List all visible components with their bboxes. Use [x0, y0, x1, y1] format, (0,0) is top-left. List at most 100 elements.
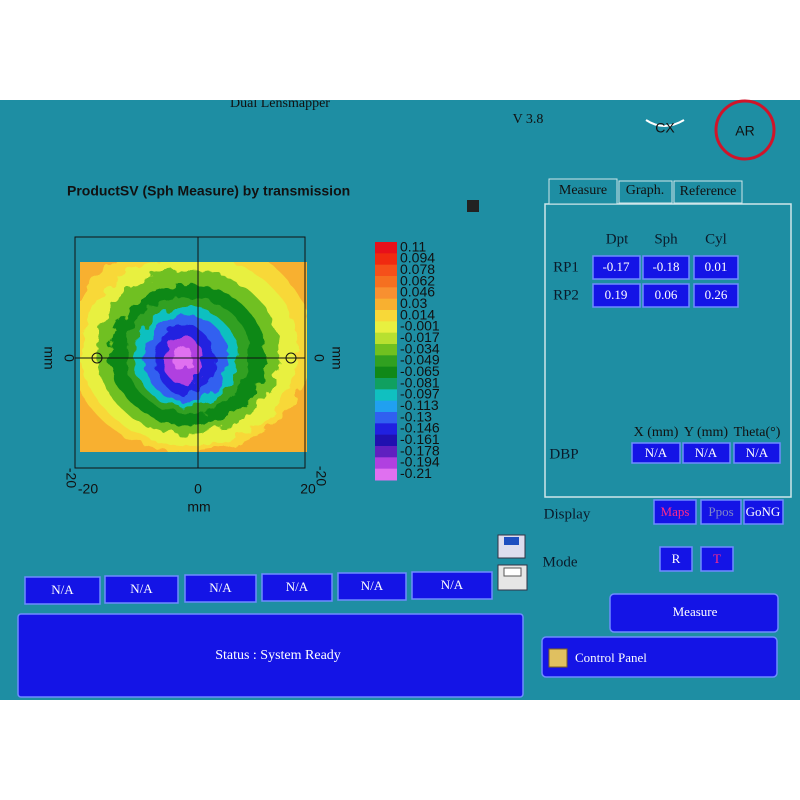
tab-label[interactable]: Measure	[559, 183, 607, 198]
scale-swatch	[375, 412, 397, 424]
lens-icon	[645, 119, 685, 127]
x-tick-label: -20	[78, 481, 98, 497]
button[interactable]	[700, 546, 734, 572]
result-cell	[411, 571, 493, 600]
result-cell	[184, 574, 257, 603]
result-value: N/A	[361, 578, 384, 593]
button-label[interactable]: T	[713, 551, 721, 566]
button[interactable]	[700, 499, 742, 525]
y-axis-label: mm	[41, 346, 57, 369]
result-cell	[24, 576, 101, 605]
value-cell	[693, 255, 739, 280]
scale-label: -0.194	[400, 454, 440, 470]
tab[interactable]	[673, 180, 743, 204]
scale-swatch	[375, 332, 397, 345]
value: N/A	[695, 445, 718, 460]
scale-swatch	[375, 276, 397, 288]
scale-swatch	[375, 310, 397, 322]
map-frame	[74, 236, 306, 469]
button-label[interactable]: R	[672, 551, 681, 566]
scale-swatch	[375, 434, 397, 447]
tab[interactable]	[618, 180, 673, 204]
save-icon-part	[504, 537, 519, 545]
heatmap	[80, 262, 307, 452]
button-label[interactable]: Control Panel	[575, 650, 647, 665]
scale-label: 0.014	[400, 306, 435, 322]
value: -0.17	[602, 259, 630, 274]
scale-swatch	[375, 457, 397, 470]
lens-label: CX	[655, 120, 675, 136]
button-label[interactable]: GoNG	[746, 504, 781, 519]
value-cell	[693, 283, 739, 308]
status-box	[17, 613, 524, 698]
control-panel-button[interactable]	[541, 636, 778, 678]
button-label[interactable]: Measure	[673, 604, 718, 619]
scale-label: -0.178	[400, 442, 440, 458]
row-label: RP1	[553, 259, 579, 275]
column-header: Dpt	[606, 231, 629, 247]
logo-ring	[714, 99, 776, 161]
scale-swatch	[375, 389, 397, 402]
value-cell	[631, 442, 681, 464]
x-tick-label: 0	[194, 481, 202, 497]
tab-label[interactable]: Graph.	[626, 183, 665, 198]
value-cell	[592, 255, 641, 280]
scale-swatch	[375, 264, 397, 277]
button[interactable]	[659, 546, 693, 572]
result-value: N/A	[441, 577, 464, 592]
measure-button[interactable]	[609, 593, 779, 633]
value: 0.06	[655, 287, 678, 302]
button[interactable]	[653, 499, 697, 525]
scale-label: -0.017	[400, 329, 440, 345]
scale-swatch	[375, 378, 397, 390]
result-value: N/A	[130, 581, 153, 596]
scale-swatch	[375, 321, 397, 334]
column-header: Cyl	[705, 231, 727, 247]
value: 0.26	[705, 287, 728, 302]
ref-point	[91, 352, 103, 364]
value-cell	[733, 442, 781, 464]
button[interactable]	[743, 499, 784, 525]
scale-label: -0.21	[400, 465, 432, 481]
value-cell	[682, 442, 731, 464]
color-scale: 0.110.0940.0780.0620.0460.030.014-0.001-…	[375, 238, 440, 481]
result-cell	[104, 575, 179, 604]
column-header: Theta(°)	[734, 425, 781, 440]
value: N/A	[645, 445, 668, 460]
scale-label: 0.062	[400, 272, 435, 288]
value-cell	[642, 283, 690, 308]
tab-label[interactable]: Reference	[680, 184, 737, 199]
scale-swatch	[375, 355, 397, 368]
row-label: DBP	[549, 446, 578, 462]
y2-tick-label: -20	[313, 466, 329, 486]
scale-swatch	[375, 344, 397, 356]
value: N/A	[746, 445, 769, 460]
button-label[interactable]: Ppos	[708, 504, 733, 519]
scale-label: -0.146	[400, 420, 440, 436]
scale-label: 0.11	[400, 238, 426, 254]
y2-tick-label: 0	[311, 354, 327, 362]
result-value: N/A	[51, 582, 74, 597]
result-cell	[261, 573, 333, 602]
value-cell	[642, 255, 690, 280]
panel	[544, 203, 792, 498]
logo: AR	[735, 123, 754, 139]
scale-label: -0.097	[400, 386, 440, 402]
scale-swatch	[375, 253, 397, 266]
value: 0.01	[705, 259, 728, 274]
column-header: X (mm)	[634, 425, 679, 440]
mode-label: Mode	[543, 554, 578, 570]
y2-axis-label: mm	[329, 346, 345, 369]
button-label[interactable]: Maps	[661, 504, 690, 519]
scale-swatch	[375, 446, 397, 458]
scale-label: 0.078	[400, 261, 435, 277]
tab[interactable]	[548, 178, 618, 205]
y-tick-label: -20	[63, 468, 79, 488]
scale-label: -0.081	[400, 374, 440, 390]
result-value: N/A	[286, 579, 309, 594]
print-icon[interactable]	[497, 564, 528, 591]
scale-label: 0.094	[400, 250, 435, 266]
scale-label: 0.03	[400, 295, 427, 311]
